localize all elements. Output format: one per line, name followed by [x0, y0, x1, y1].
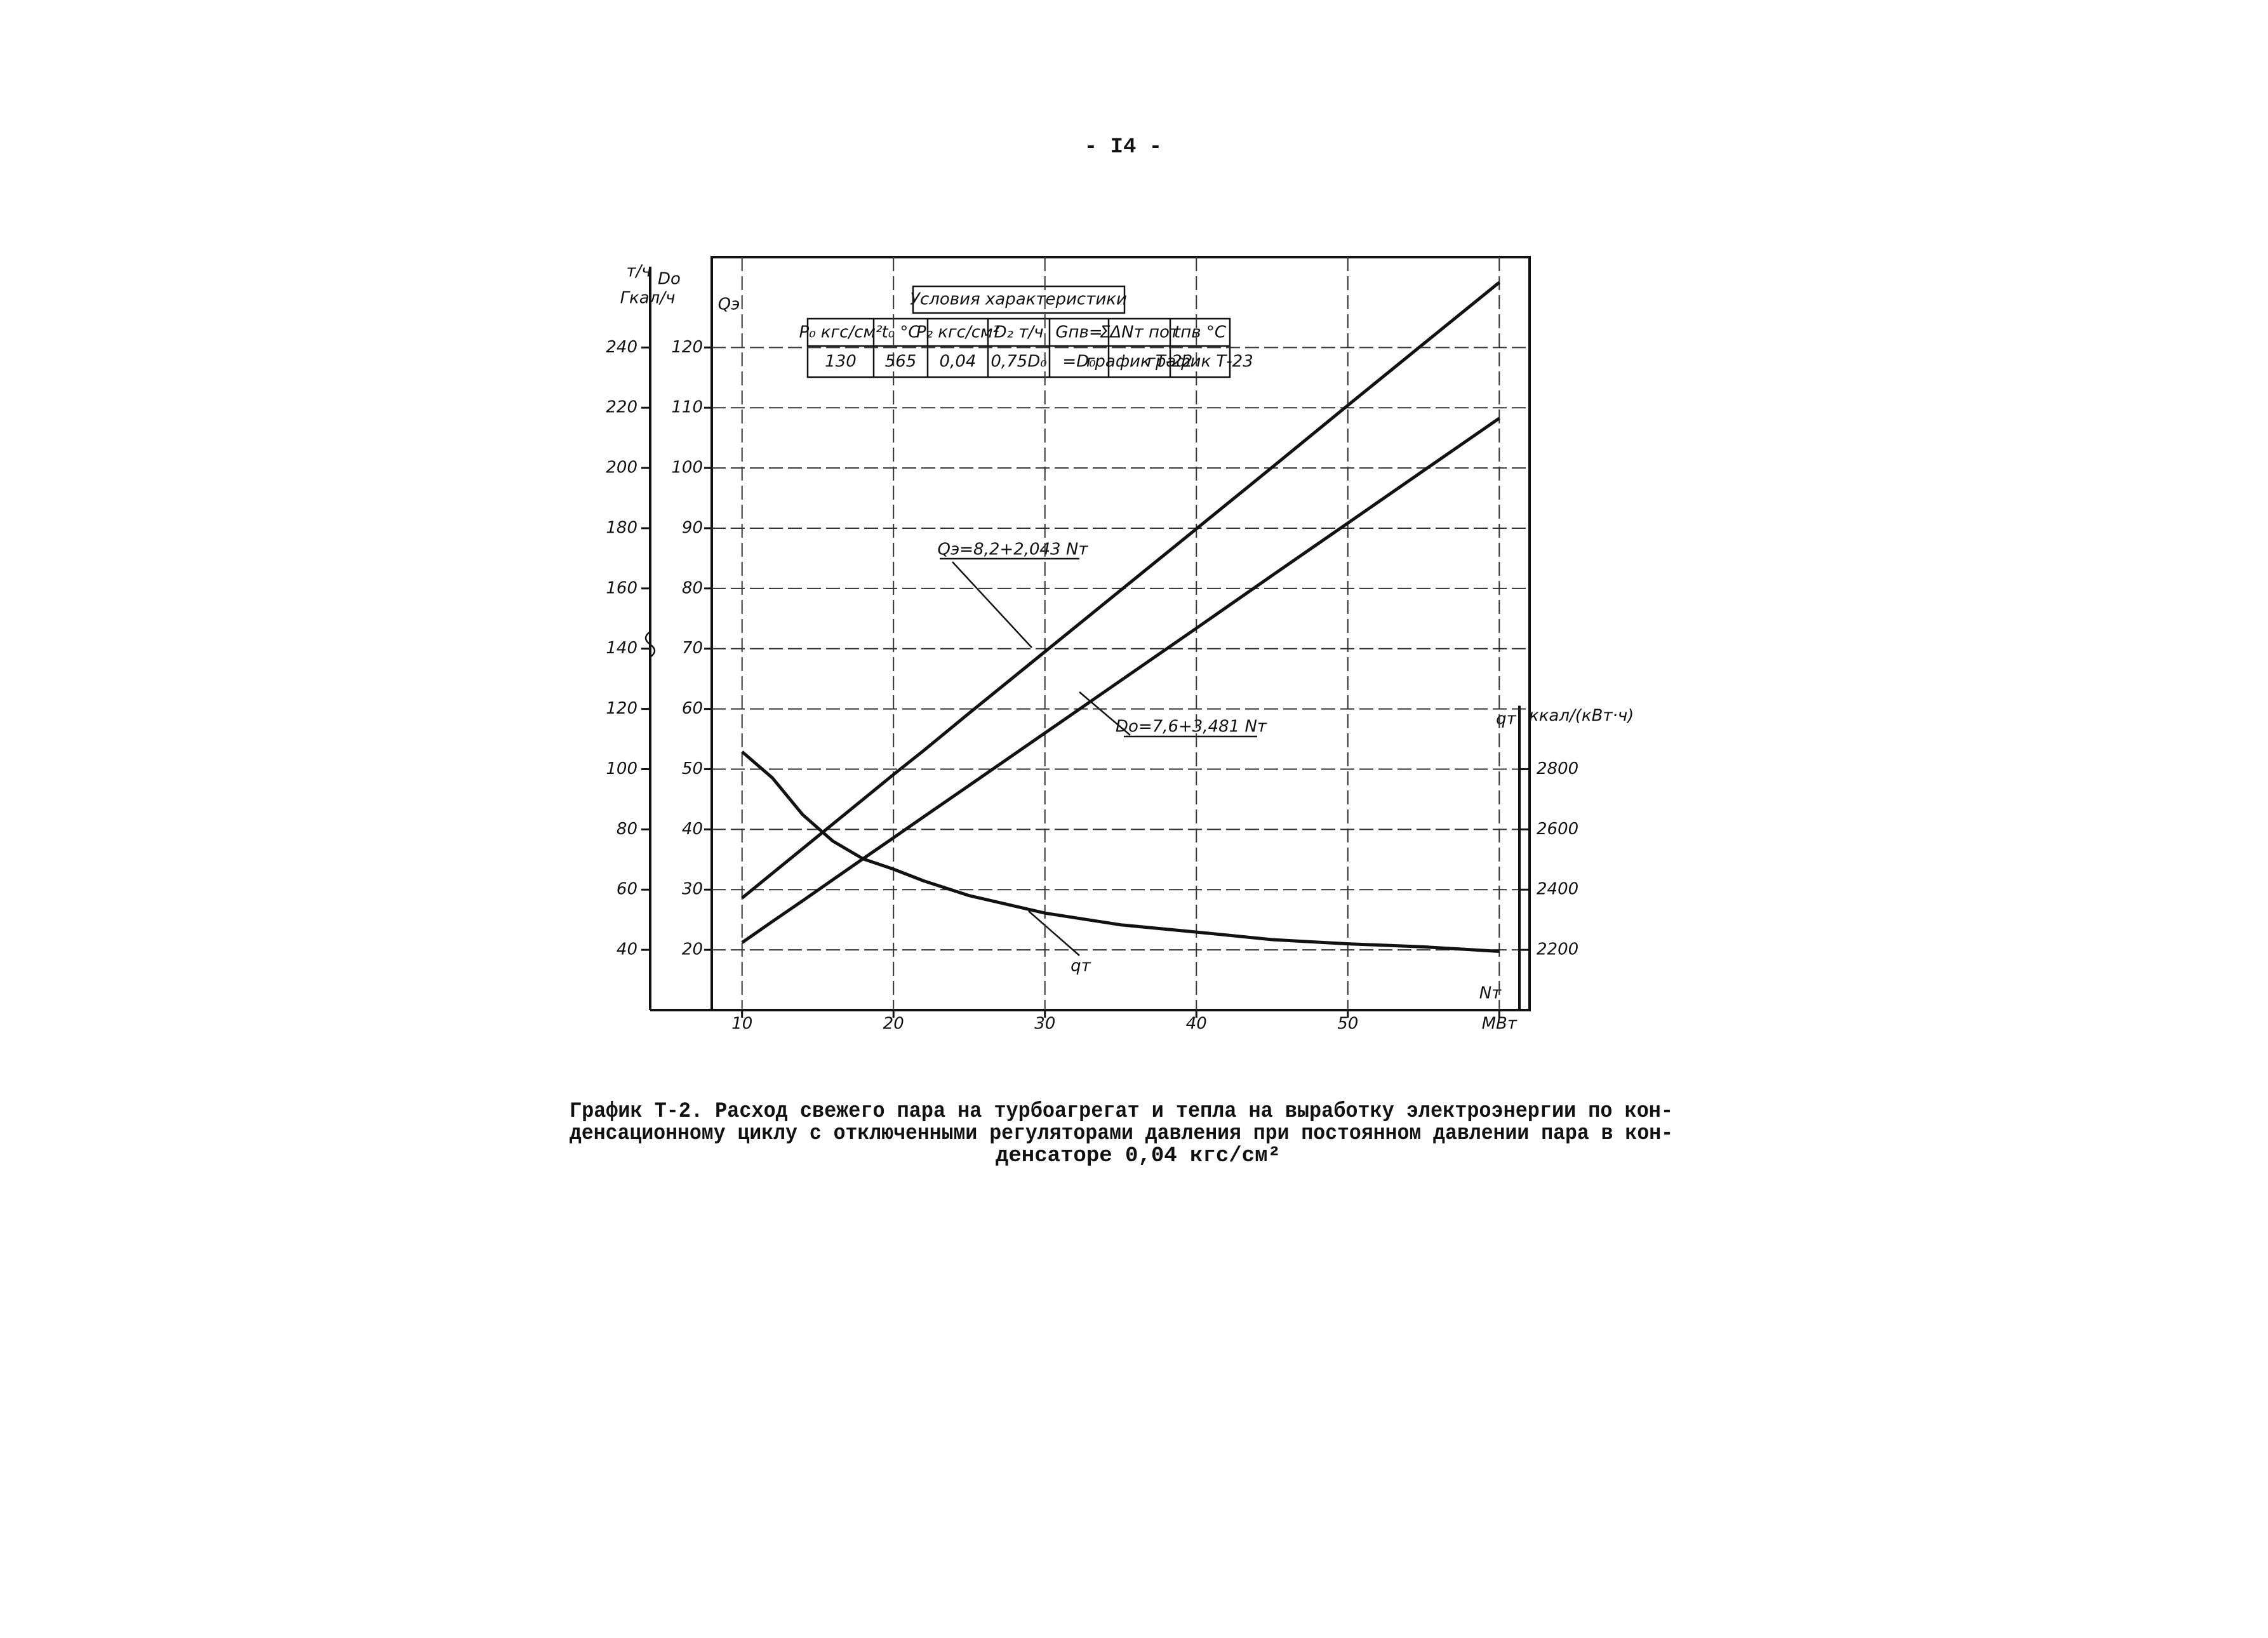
curve-label: qт — [1071, 957, 1091, 976]
annotation-leader — [952, 561, 1032, 648]
table-cell: график Т-22 — [1086, 352, 1193, 371]
table-cell: 565 — [885, 352, 917, 371]
table-header-cell: D₂ т/ч — [994, 323, 1044, 342]
y3-tick-label: 2200 — [1537, 940, 1578, 959]
plot-frame — [710, 256, 1531, 1011]
table-title-box — [912, 285, 1126, 314]
annotation-leader — [1079, 691, 1131, 736]
y2-tick-label: 220 — [606, 398, 637, 417]
curve — [741, 416, 1500, 944]
do-label: Dо — [658, 270, 681, 289]
table-cell: =D₀ — [1062, 352, 1096, 371]
y3-tick-label: 2800 — [1537, 759, 1578, 778]
x-tick-label: 10 — [731, 1015, 752, 1034]
y2-tick-label: 60 — [617, 880, 637, 899]
y2-tick-label: 80 — [617, 820, 637, 839]
y2-tick-label: 240 — [606, 338, 637, 357]
table-header-cell: P₂ кгс/см² — [916, 323, 999, 342]
x-label: Nт — [1479, 984, 1502, 1003]
caption-line: График Т-2. Расход свежего пара на турбо… — [570, 1100, 1673, 1124]
y-tick-label: 20 — [682, 940, 703, 959]
y-tick-label: 40 — [682, 820, 703, 839]
y-tick-label: 60 — [682, 699, 703, 718]
y3-tick-label: 2600 — [1537, 820, 1578, 839]
x-tick-label: 50 — [1337, 1015, 1358, 1034]
table-header-cell: ΣΔNт пот — [1100, 323, 1180, 342]
table-header-cell: P₀ кгс/см² — [799, 323, 882, 342]
y3-tick-label: 2400 — [1537, 880, 1578, 899]
axis-break — [644, 630, 656, 658]
q-unit: Гкал/ч — [620, 289, 676, 308]
y2-tick-label: 140 — [606, 639, 637, 658]
caption-line: денсаторе 0,04 кгс/см² — [996, 1144, 1281, 1168]
curve — [741, 750, 1500, 953]
y2-tick-label: 160 — [606, 578, 637, 597]
table-header-cell: t₀ °C — [881, 323, 920, 342]
caption-line: денсационному циклу с отключенными регул… — [570, 1122, 1673, 1146]
table-cell: 130 — [825, 352, 857, 371]
x-tick-label: 20 — [883, 1015, 904, 1034]
y-tick-label: 30 — [682, 880, 703, 899]
x-tick-label: 30 — [1034, 1015, 1055, 1034]
do-unit: т/ч — [626, 262, 651, 281]
y-tick-label: 50 — [682, 759, 703, 778]
y-tick-label: 90 — [682, 518, 703, 537]
page-number: - I4 - — [1084, 135, 1162, 159]
table-cell: график Т-23 — [1147, 352, 1253, 371]
table-title: Условия характеристики — [910, 290, 1127, 309]
table-header-cell: Gпв= — [1055, 323, 1102, 342]
qt-unit: ккал/(кВт·ч) — [1529, 707, 1634, 726]
curve-label: Dо=7,6+3,481 Nт — [1116, 717, 1267, 736]
table-cell: 0,04 — [940, 352, 977, 371]
y-tick-label: 70 — [682, 639, 703, 658]
y2-tick-label: 180 — [606, 518, 637, 537]
x-tick-label: МВт — [1482, 1015, 1518, 1034]
curve-label: Qэ=8,2+2,043 Nт — [938, 540, 1089, 559]
y-tick-label: 80 — [682, 578, 703, 597]
y-tick-label: 120 — [671, 338, 703, 357]
curve — [741, 281, 1500, 900]
y2-tick-label: 40 — [617, 940, 637, 959]
y-tick-label: 100 — [671, 458, 703, 477]
y-tick-label: 110 — [671, 398, 703, 417]
x-tick-label: 40 — [1186, 1015, 1207, 1034]
y2-tick-label: 100 — [606, 759, 637, 778]
y2-tick-label: 200 — [606, 458, 637, 477]
table-cell: 0,75D₀ — [991, 352, 1047, 371]
q-label: Qэ — [718, 295, 740, 314]
annotation-leader — [1028, 910, 1080, 956]
table-header-cell: tпв °C — [1174, 323, 1227, 342]
y2-tick-label: 120 — [606, 699, 637, 718]
